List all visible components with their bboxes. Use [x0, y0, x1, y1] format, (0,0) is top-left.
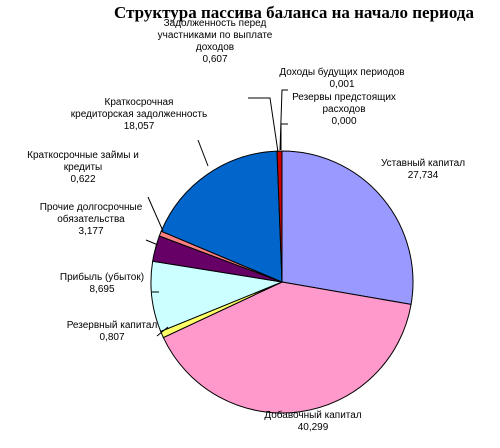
slice-2-label: Резервный капитал 0,807 [67, 320, 158, 343]
slice-8-label: Доходы будущих периодов 0,001 [279, 66, 404, 90]
slice-7-value: 0,607 [202, 54, 227, 65]
pie-slices [150, 150, 414, 414]
slice-9-name: Резервы предстоящих [292, 92, 396, 103]
slice-3-name: Прибыль (убыток) [60, 271, 144, 283]
slice-4-name: обязательства [57, 213, 125, 225]
slice-9-leader-line [280, 123, 288, 150]
slice-0-value: 27,734 [408, 170, 439, 181]
slice-5-value: 0,622 [70, 174, 95, 185]
slice-1-value: 40,299 [298, 422, 329, 433]
slice-6-name: Краткосрочная [105, 97, 174, 108]
slice-1-name: Добавочный капитал [264, 409, 362, 421]
slice-0 [281, 150, 414, 305]
slice-3-label: Прибыль (убыток) 8,695 [60, 271, 144, 295]
slice-8-name: Доходы будущих периодов [279, 66, 404, 78]
chart-title: Структура пассива баланса на начало пери… [114, 3, 474, 22]
slice-5-name: кредиты [64, 162, 102, 173]
slice-2-name: Резервный капитал [67, 320, 158, 331]
slice-6-leader-line [197, 139, 209, 167]
slice-6-label: Краткосрочная кредиторская задолженность 1… [71, 97, 207, 132]
slice-4-leader-line [145, 239, 159, 246]
slice-0-name: Уставный капитал [381, 158, 465, 169]
slice-6-value: 18,057 [124, 121, 155, 132]
slice-4-value: 3,177 [78, 226, 103, 237]
slice-7-label: Задолженность перед участниками по выплат… [158, 18, 273, 65]
slice-4-name: Прочие долгосрочные [40, 202, 143, 213]
slice-7-name: доходов [196, 42, 234, 53]
slice-1-label: Добавочный капитал 40,299 [264, 409, 362, 433]
slice-5-leader-line [147, 196, 164, 232]
slice-6 [160, 150, 283, 283]
leader-lines [145, 89, 288, 337]
slice-5-label: Краткосрочные займы и кредиты 0,622 [27, 150, 139, 185]
slice-7-name: Задолженность перед [164, 18, 267, 29]
slice-9-label: Резервы предстоящих расходов 0,000 [292, 92, 396, 127]
slice-7-name: участниками по выплате [158, 30, 273, 41]
slice-3-value: 8,695 [89, 284, 114, 295]
slice-6-name: кредиторская задолженность [71, 109, 207, 120]
slice-labels: Уставный капитал 27,734 Добавочный капитал… [27, 18, 465, 433]
slice-7-leader-line [248, 97, 279, 153]
slice-0-label: Уставный капитал 27,734 [381, 158, 465, 181]
slice-4-label: Прочие долгосрочные обязательства 3,177 [40, 202, 143, 237]
slice-9-value: 0,000 [331, 116, 356, 127]
slice-8-value: 0,001 [329, 79, 354, 90]
slice-9-name: расходов [322, 104, 365, 115]
slice-1 [162, 281, 412, 414]
slice-2-leader-line [156, 326, 169, 337]
slice-5-name: Краткосрочные займы и [27, 150, 139, 161]
slice-2-value: 0,807 [99, 332, 124, 343]
